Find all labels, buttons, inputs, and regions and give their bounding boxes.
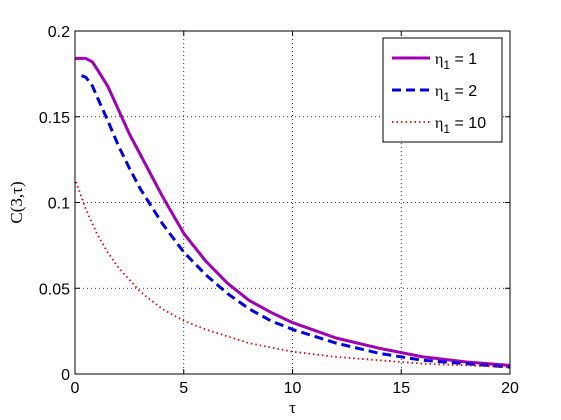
x-tick-label: 15: [392, 380, 410, 397]
series-lines: [75, 56, 511, 369]
series-line-1: [75, 56, 511, 367]
legend-label: η1 = 2: [435, 83, 477, 104]
x-axis-label: τ: [289, 398, 296, 417]
axis-ticks: 0 5 10 15 20 0 0.05 0.1 0.15 0.2: [39, 24, 519, 397]
x-tick-label: 20: [501, 380, 519, 397]
y-tick-label: 0.15: [39, 110, 70, 127]
y-axis-label: C(3,τ): [7, 181, 26, 223]
y-tick-label: 0.1: [48, 196, 70, 213]
series-line-10: [75, 181, 511, 368]
y-tick-label: 0.2: [48, 24, 70, 41]
y-tick-label: 0: [61, 367, 70, 384]
x-tick-label: 10: [284, 380, 302, 397]
legend-box: [382, 37, 503, 143]
y-tick-label: 0.05: [39, 281, 70, 298]
x-tick-label: 5: [179, 380, 188, 397]
x-tick-label: 0: [71, 380, 80, 397]
legend-label: η1 = 10: [435, 115, 486, 136]
series-line-2: [80, 74, 511, 369]
legend-label: η1 = 1: [435, 51, 477, 72]
legend: η1 = 1 η1 = 2 η1 = 10: [382, 37, 503, 143]
